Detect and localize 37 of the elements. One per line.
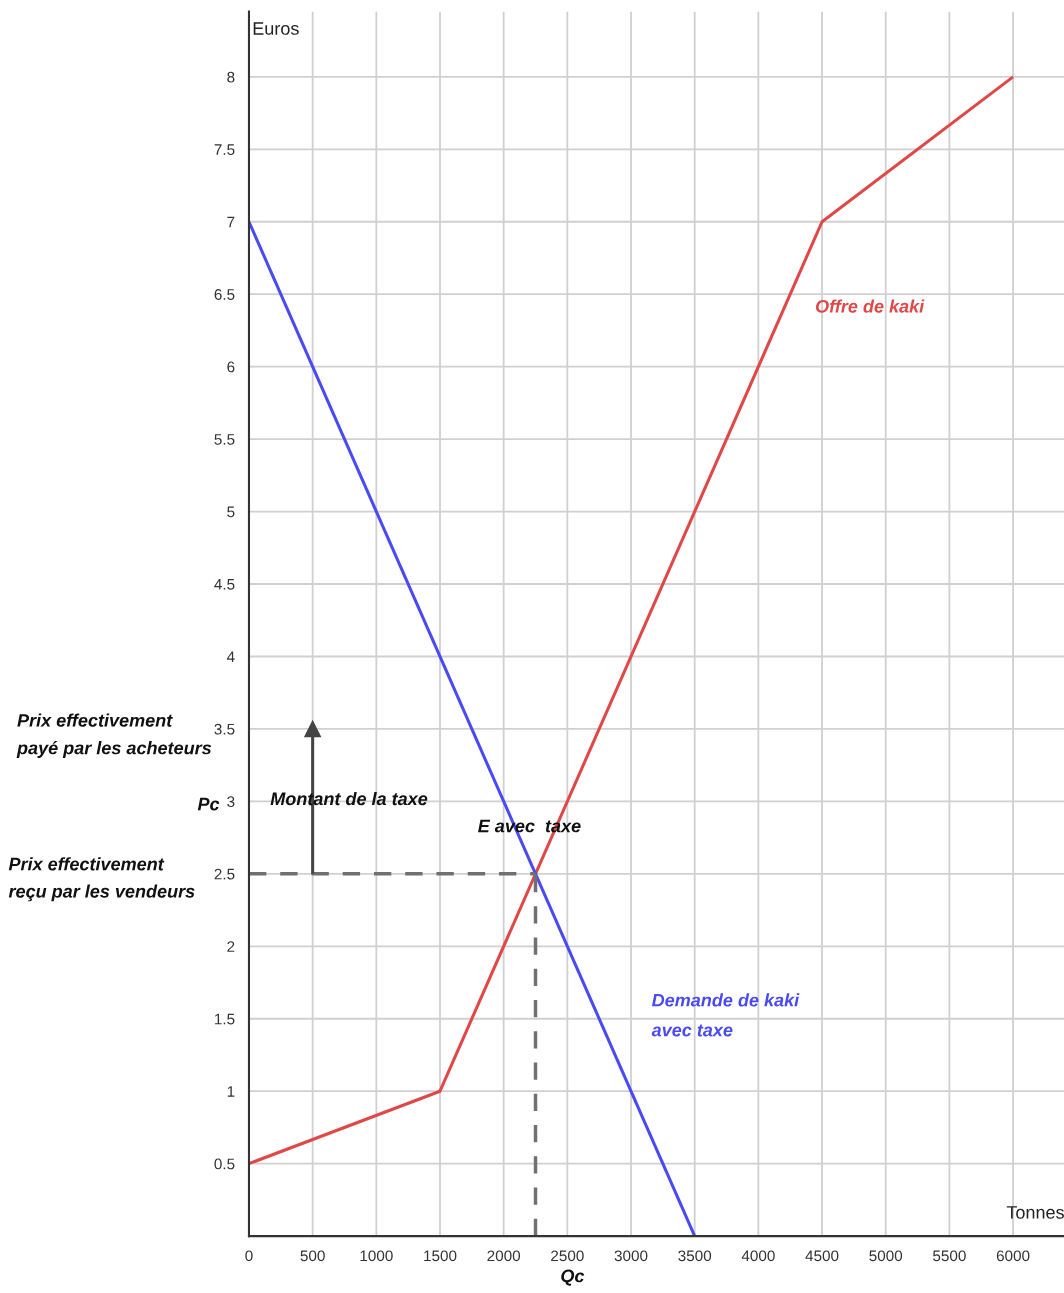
y-tick-label: 6 [227,361,235,373]
text: Prix effectivement payé par les acheteurs [16,713,212,758]
y-tick-label: 7.5 [214,144,235,155]
text: Qc [561,1269,585,1286]
x-tick-label: 3000 [614,1250,648,1262]
text: Prix effectivement reçu par les vendeurs [8,857,195,902]
x-tick-label: 0 [245,1250,253,1262]
y-tick-label: 7 [227,216,235,228]
x-tick-label: 2000 [487,1250,521,1262]
y-tick-label: 2 [227,941,235,952]
y-tick-label: 1.5 [215,1013,235,1025]
text: Demande de kaki avec taxe [651,993,800,1037]
y-tick-label: 5 [227,506,235,518]
y-tick-label: 2.5 [214,868,235,880]
y-tick-label: 4.5 [214,579,235,590]
y-tick-label: 5.5 [214,434,235,445]
y-tick-label: 4 [226,651,235,663]
text: Pc [197,797,220,811]
x-tick-label: 3500 [678,1250,712,1262]
x-tick-label: 1000 [360,1250,393,1262]
y-tick-label: 6.5 [214,289,235,300]
y-tick-label: 3.5 [214,723,235,735]
x-tick-label: 6000 [996,1250,1030,1262]
y-tick-label: 1 [227,1086,235,1097]
x-axis-title: Tonnes [1006,1206,1064,1219]
x-tick-label: 2500 [551,1250,584,1262]
x-tick-label: 500 [300,1250,325,1262]
x-tick-label: 1500 [424,1250,457,1262]
x-tick-label: 4500 [805,1250,839,1262]
x-tick-label: 5000 [869,1250,903,1262]
x-tick-label: 5500 [933,1250,966,1262]
y-tick-label: 0.5 [214,1158,235,1170]
y-tick-label: 8 [227,71,235,83]
y-axis-title: Euros [253,22,299,35]
series-label: Offre de kaki [815,299,925,313]
y-tick-label: 3 [227,796,235,808]
x-tick-label: 4000 [741,1250,775,1262]
